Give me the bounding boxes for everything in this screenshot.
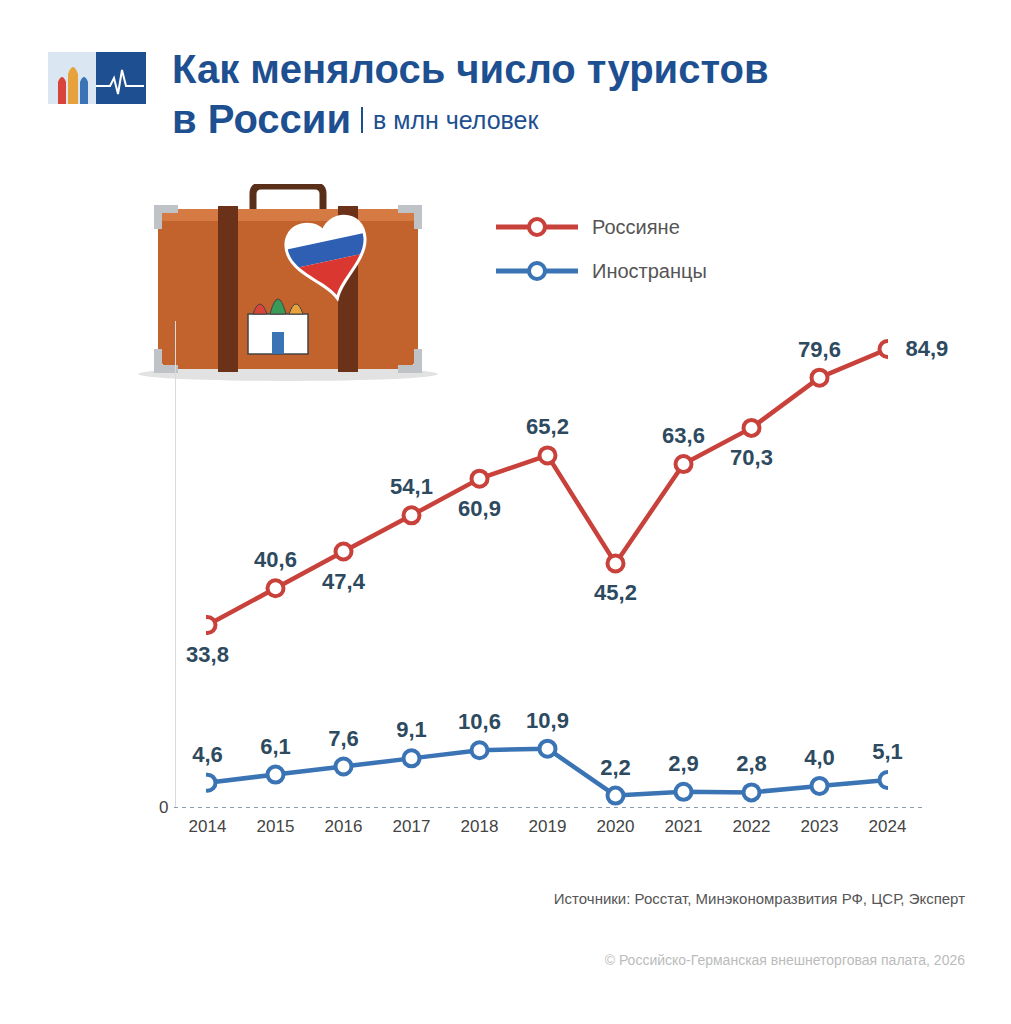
svg-text:2,9: 2,9 [668, 751, 699, 776]
svg-text:2,8: 2,8 [736, 751, 767, 776]
svg-text:45,2: 45,2 [594, 580, 637, 605]
svg-text:2016: 2016 [325, 817, 363, 836]
svg-text:4,6: 4,6 [192, 742, 223, 767]
svg-text:2021: 2021 [665, 817, 703, 836]
svg-text:47,4: 47,4 [322, 569, 366, 594]
html-text:© Российско-Германская внешнет: © Российско-Германская внешнеторговая па… [604, 952, 965, 968]
svg-text:33,8: 33,8 [186, 642, 229, 667]
svg-text:2,2: 2,2 [600, 755, 631, 780]
svg-text:2022: 2022 [733, 817, 771, 836]
html-text:Источники: Росстат, Минэкономр: Источники: Росстат, Минэкономразвития РФ… [553, 890, 965, 907]
svg-text:5,1: 5,1 [872, 739, 903, 764]
svg-text:54,1: 54,1 [390, 474, 433, 499]
svg-text:10,6: 10,6 [458, 709, 501, 734]
svg-text:84,9: 84,9 [906, 336, 949, 361]
svg-text:63,6: 63,6 [662, 423, 705, 448]
svg-text:6,1: 6,1 [260, 734, 291, 759]
svg-text:7,6: 7,6 [328, 726, 359, 751]
svg-text:60,9: 60,9 [458, 496, 501, 521]
svg-text:0: 0 [159, 798, 168, 817]
svg-text:2023: 2023 [801, 817, 839, 836]
html-text:в млн человек: в млн человек [373, 106, 539, 134]
svg-text:2017: 2017 [393, 817, 431, 836]
svg-text:2014: 2014 [189, 817, 227, 836]
svg-text:2024: 2024 [869, 817, 907, 836]
svg-text:9,1: 9,1 [396, 717, 427, 742]
svg-text:65,2: 65,2 [526, 414, 569, 439]
html-text:Россияне: Россияне [592, 215, 680, 238]
svg-text:2015: 2015 [257, 817, 295, 836]
svg-text:10,9: 10,9 [526, 708, 569, 733]
svg-text:2020: 2020 [597, 817, 635, 836]
svg-text:79,6: 79,6 [798, 337, 841, 362]
svg-text:2019: 2019 [529, 817, 567, 836]
svg-text:4,0: 4,0 [804, 745, 835, 770]
svg-text:70,3: 70,3 [730, 445, 773, 470]
html-text:Как менялось число туристов в: Как менялось число туристов в России [172, 47, 769, 141]
svg-text:40,6: 40,6 [254, 547, 297, 572]
svg-text:2018: 2018 [461, 817, 499, 836]
html-text:Иностранцы: Иностранцы [592, 259, 707, 282]
